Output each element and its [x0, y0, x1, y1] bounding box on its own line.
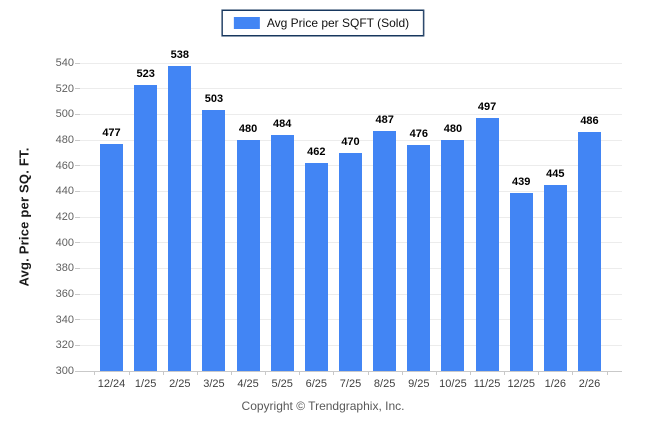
bar-value-label: 484	[273, 117, 292, 130]
x-axis-tick-label: 3/25	[203, 378, 225, 390]
bar-value-label: 523	[136, 67, 155, 80]
x-axis-tick	[333, 371, 335, 375]
bar	[578, 132, 601, 371]
bar-value-label: 487	[375, 114, 394, 127]
y-axis-tick	[75, 165, 80, 167]
footer-copyright: Copyright © Trendgraphix, Inc.	[241, 399, 405, 413]
bar	[168, 65, 192, 371]
bar	[236, 140, 260, 371]
x-axis-tick	[367, 371, 369, 375]
bar	[509, 192, 533, 371]
x-axis-tick	[401, 371, 403, 375]
y-axis-tick-label: 480	[55, 134, 74, 146]
bar	[270, 134, 294, 371]
x-axis-tick-label: 1/25	[134, 378, 157, 390]
x-axis-tick	[128, 371, 130, 375]
y-axis-tick-label: 300	[55, 365, 74, 377]
x-axis-tick	[572, 371, 574, 375]
bar-value-label: 486	[580, 115, 599, 128]
y-axis-tick	[75, 267, 80, 269]
bar	[100, 143, 123, 371]
x-axis-tick-label: 4/25	[237, 378, 259, 390]
x-axis-line	[80, 370, 622, 372]
y-axis-tick	[75, 344, 80, 346]
bar-value-label: 538	[170, 48, 189, 61]
bar	[407, 145, 431, 371]
bar-value-label: 476	[409, 128, 428, 141]
x-axis-tick	[538, 371, 540, 375]
x-axis-tick-label: 9/25	[408, 378, 430, 390]
y-axis-tick-label: 320	[55, 339, 74, 352]
bar	[202, 110, 226, 371]
bar	[441, 140, 465, 371]
y-axis-tick-label: 520	[55, 82, 74, 95]
x-axis-tick	[470, 371, 471, 375]
gridline	[80, 62, 622, 64]
x-axis-tick	[231, 371, 232, 375]
y-axis-tick	[75, 139, 80, 141]
y-axis-tick-label: 440	[55, 185, 74, 198]
plot-area: 477 523 538 503 480 484 462 470 487 476 480 497 439 4…	[80, 49, 622, 372]
x-axis-tick-label: 10/25	[439, 378, 467, 390]
y-axis-tick	[75, 62, 80, 64]
x-axis-tick-label: 7/25	[339, 378, 362, 390]
y-axis-tick-label: 380	[55, 262, 74, 275]
y-axis-tick	[75, 216, 80, 218]
bar	[339, 152, 362, 371]
x-axis-tick-label: 2/25	[169, 378, 191, 390]
x-axis-tick-label: 12/25	[507, 378, 535, 390]
bar	[134, 84, 158, 371]
bar-value-label: 439	[512, 175, 531, 188]
bar-value-label: 477	[102, 126, 121, 139]
y-axis-tick	[75, 370, 80, 372]
gridline	[80, 139, 622, 141]
legend-swatch-icon	[233, 17, 260, 29]
bar-value-label: 480	[443, 123, 463, 135]
bar-value-label: 462	[307, 146, 326, 159]
x-axis-tick	[299, 371, 301, 375]
y-axis-tick-label: 420	[55, 211, 74, 223]
x-axis-tick-label: 2/26	[578, 378, 601, 390]
gridline	[80, 113, 622, 115]
y-axis-tick-label: 360	[55, 288, 74, 300]
gridline	[80, 88, 622, 90]
x-axis-tick-label: 11/25	[473, 378, 501, 390]
x-axis-tick	[504, 371, 506, 375]
x-axis-tick	[94, 371, 96, 375]
x-axis-tick	[435, 371, 437, 375]
x-axis-tick-label: 1/26	[544, 378, 567, 390]
bar-value-label: 497	[477, 101, 497, 114]
x-axis-tick-label: 12/24	[97, 378, 126, 390]
y-axis-tick-label: 460	[55, 159, 74, 172]
bar	[543, 184, 567, 371]
y-axis-tick	[75, 242, 80, 244]
bar-value-label: 480	[238, 123, 258, 135]
x-axis-tick-label: 6/25	[305, 378, 328, 390]
bar	[304, 163, 328, 371]
bar-value-label: 503	[204, 93, 224, 106]
y-axis-tick	[75, 293, 80, 295]
y-axis-tick-label: 340	[55, 313, 74, 326]
y-axis-tick	[75, 190, 80, 192]
y-axis-tick	[75, 88, 80, 90]
x-axis-tick	[606, 371, 608, 375]
legend: Avg Price per SQFT (Sold)	[221, 10, 425, 36]
bar	[475, 118, 499, 371]
y-axis-tick-label: 500	[55, 108, 74, 121]
x-axis-tick	[265, 371, 267, 375]
bar-value-label: 445	[546, 167, 565, 180]
y-axis-tick-label: 540	[55, 57, 74, 69]
y-axis-tick	[75, 319, 80, 321]
y-axis-tick	[75, 113, 80, 115]
x-axis-tick	[162, 371, 164, 375]
x-axis-tick-label: 8/25	[373, 378, 396, 390]
y-axis-tick-label: 400	[55, 236, 74, 249]
x-axis-tick-label: 5/25	[271, 378, 293, 390]
bar-value-label: 470	[341, 135, 360, 148]
legend-label: Avg Price per SQFT (Sold)	[266, 16, 410, 30]
x-axis-tick	[196, 371, 198, 375]
bar	[373, 131, 397, 371]
